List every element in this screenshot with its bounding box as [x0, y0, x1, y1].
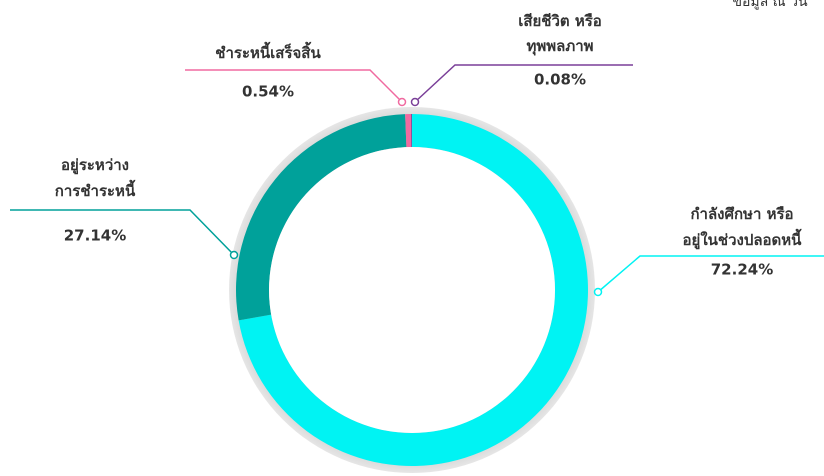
leader-dot: [397, 97, 407, 107]
value-label: 72.24%: [711, 261, 773, 279]
donut-hole: [269, 147, 555, 433]
slice-label: อยู่ระหว่างการชำระหนี้: [55, 156, 136, 200]
leader-dot: [410, 97, 420, 107]
slice-label-line: เสียชีวิต หรือ: [518, 12, 602, 30]
leader-dot: [593, 287, 603, 297]
donut-slice: [236, 114, 407, 321]
leader-line: [185, 69, 403, 103]
slice-label: กำลังศึกษา หรืออยู่ในช่วงปลอดหนี้: [683, 205, 803, 250]
slice-label-line: กำลังศึกษา หรือ: [690, 205, 793, 223]
slice-label-line: อยู่ในช่วงปลอดหนี้: [683, 228, 803, 250]
value-label: 0.08%: [534, 71, 586, 89]
leader-line: [10, 209, 235, 256]
slice-label: ชำระหนี้เสร็จสิ้น: [215, 41, 321, 62]
slice-label: เสียชีวิต หรือทุพพลภาพ: [518, 12, 602, 56]
slice-label-line: การชำระหนี้: [55, 179, 136, 200]
slice-label-line: อยู่ระหว่าง: [61, 156, 129, 175]
value-label: 27.14%: [64, 227, 126, 245]
donut-slice: [405, 114, 412, 148]
slice-label-line: ชำระหนี้เสร็จสิ้น: [215, 41, 321, 62]
slice-label-line: ทุพพลภาพ: [526, 37, 593, 56]
donut-slice: [411, 114, 412, 148]
leader-line: [597, 255, 824, 293]
value-label: 0.54%: [242, 83, 294, 101]
leader-dot: [229, 250, 239, 260]
leader-line: [414, 64, 633, 103]
note: ข้อมูล ณ วัน: [732, 0, 808, 10]
